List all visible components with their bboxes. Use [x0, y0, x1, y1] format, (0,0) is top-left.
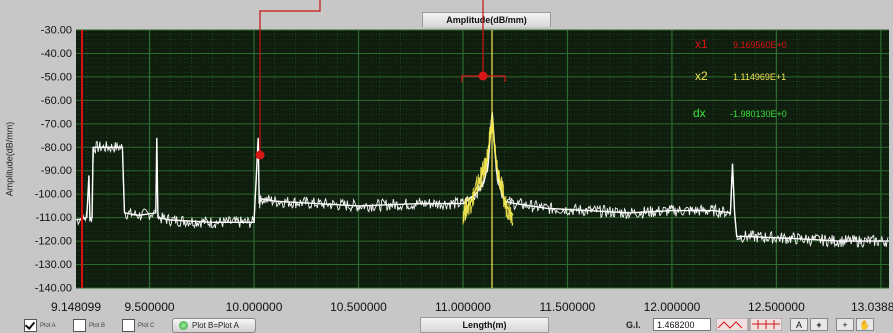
cursor-x2-label: x2	[695, 69, 708, 83]
x-tick-label: 9.148099	[51, 300, 101, 314]
plot-b-label: Plot B	[89, 322, 106, 329]
x-tick-label: 10.000000	[226, 300, 283, 314]
y-tick-label: -50.00	[41, 71, 72, 83]
zoom-tool-button[interactable]: +	[836, 318, 854, 331]
scale-grid-icon	[752, 320, 780, 329]
cursor-dx-label: dx	[693, 106, 706, 120]
plot-b-equals-plot-a-label: Plot B=Plot A	[192, 321, 239, 330]
gi-label: G.I.	[626, 320, 641, 330]
pan-tool-button[interactable]: ✋	[856, 318, 874, 331]
plot-a-checkbox[interactable]	[24, 319, 37, 332]
scale-legend-controls[interactable]	[716, 318, 782, 331]
legend-plot-a[interactable]: Plot A	[24, 319, 56, 332]
legend-plot-c[interactable]: Plot C	[122, 319, 154, 332]
waveform-style-icon	[717, 321, 743, 329]
led-indicator-icon	[179, 321, 188, 330]
y-tick-labels: -30.00 -40.00 -50.00 -60.00 -70.00 -80.00 -90.…	[35, 25, 72, 295]
y-tick-label: -100.00	[35, 189, 72, 201]
cursor-1-leader	[259, 0, 321, 154]
graph-title: Amplitude(dB/mm)	[422, 12, 551, 27]
y-tick-label: -70.00	[41, 118, 72, 130]
cursor-x1-label: x1	[695, 37, 708, 51]
traces	[76, 112, 889, 248]
plot-a-label: Plot A	[40, 322, 56, 329]
trace-plot-b-detail	[462, 116, 514, 226]
x-tick-label: 9.500000	[125, 300, 175, 314]
annotate-tool-icon: A	[795, 320, 802, 330]
y-tick-label: -90.00	[41, 165, 72, 177]
y-tick-label: -60.00	[41, 95, 72, 107]
cursor-readout: x1 9.169560E+0 x2 1.114969E+1 dx -1.9801…	[693, 37, 787, 120]
cursor-x2-value: 1.114969E+1	[733, 72, 786, 82]
y-tick-label: -140.00	[35, 283, 72, 295]
gi-value-field[interactable]: 1.468200	[653, 318, 711, 331]
y-tick-label: -30.00	[41, 25, 72, 37]
legend-plot-b[interactable]: Plot B	[73, 319, 105, 332]
cursor-1-marker[interactable]	[255, 150, 265, 160]
cursor-2-marker[interactable]	[478, 71, 488, 81]
zoom-icon: +	[842, 320, 848, 330]
x-tick-label: 12.000000	[644, 300, 701, 314]
cursor-group[interactable]	[81, 0, 506, 288]
cursor-tool-button[interactable]: +	[810, 318, 828, 331]
x-tick-label: 13.0388	[851, 300, 893, 314]
plot-style-button[interactable]	[716, 318, 749, 331]
y-tick-label: -40.00	[41, 48, 72, 60]
y-tick-label: -80.00	[41, 142, 72, 154]
x-tick-label: 10.500000	[330, 300, 387, 314]
plot-b-checkbox[interactable]	[73, 319, 86, 332]
y-tick-label: -120.00	[35, 236, 72, 248]
hand-icon: ✋	[859, 320, 871, 330]
annotate-tool-button[interactable]: A	[790, 318, 808, 331]
x-tick-label: 12.500000	[748, 300, 805, 314]
cursor-x1-value: 9.169560E+0	[733, 40, 787, 50]
crosshair-icon: +	[816, 320, 822, 330]
y-tick-label: -130.00	[35, 259, 72, 271]
plot-c-checkbox[interactable]	[122, 319, 135, 332]
plot-c-label: Plot C	[138, 322, 155, 329]
y-tick-label: -110.00	[36, 212, 73, 224]
cursor-dx-value: -1.980130E+0	[730, 109, 787, 119]
x-tick-label: 11.000000	[435, 300, 491, 314]
x-tick-labels: 9.148099 9.500000 10.000000 10.500000 11.000…	[51, 300, 893, 314]
x-tick-label: 11.500000	[540, 300, 596, 314]
